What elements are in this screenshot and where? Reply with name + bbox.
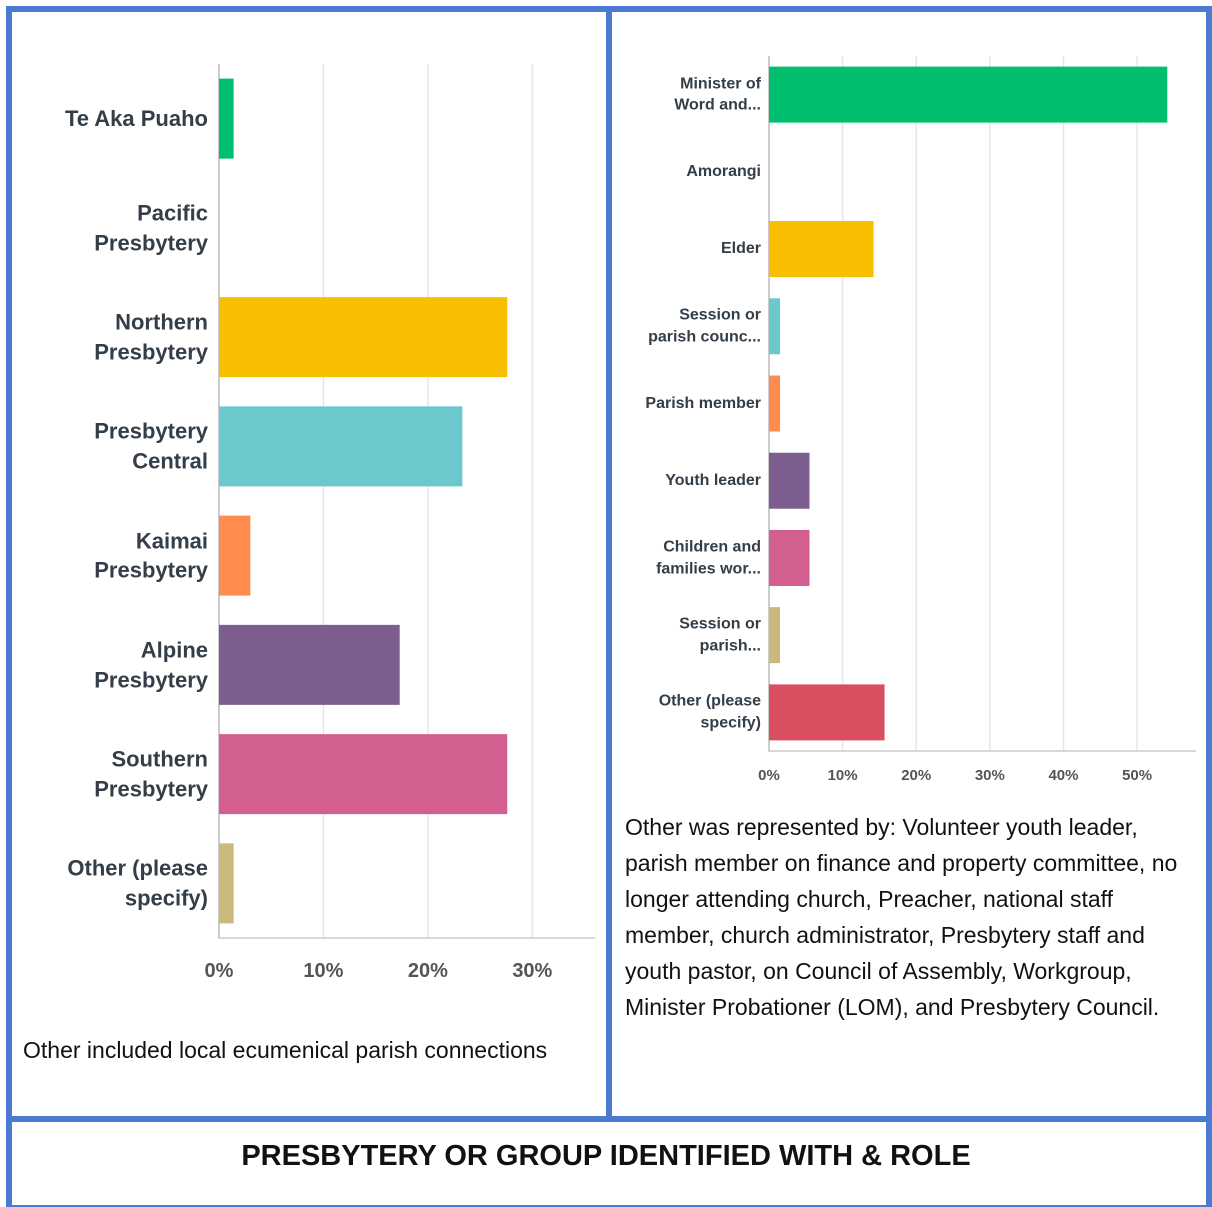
x-tick-label: 30% (974, 767, 1005, 784)
x-tick-label: 20% (901, 767, 932, 784)
y-tick-label: Parish member (645, 394, 761, 412)
caption: Other was represented by: Volunteer yout… (625, 814, 1178, 1020)
caption: Other included local ecumenical parish c… (23, 1037, 548, 1063)
x-tick-label: 10% (303, 960, 344, 982)
bar (219, 843, 234, 924)
x-tick-label: 0% (758, 767, 780, 784)
x-tick-label: 40% (1048, 767, 1079, 784)
bar (769, 684, 885, 741)
y-tick-label: Northern Presbytery (94, 309, 208, 365)
bar (769, 529, 810, 586)
x-tick-label: 30% (512, 960, 553, 982)
bar (219, 297, 508, 378)
x-tick-label: 50% (1122, 767, 1153, 784)
x-tick-label: 0% (204, 960, 234, 982)
y-tick-label: Elder (720, 240, 761, 258)
y-tick-label: Other (please specify) (658, 692, 761, 732)
y-tick-label: Youth leader (665, 471, 761, 489)
bar (219, 78, 234, 159)
y-tick-label: Other (please specify) (67, 855, 208, 911)
y-tick-label: Amorangi (686, 163, 761, 181)
page-title: PRESBYTERY OR GROUP IDENTIFIED WITH & RO… (241, 1140, 971, 1172)
bar (219, 734, 508, 815)
y-tick-label: Session or parish... (679, 615, 761, 655)
bar (219, 515, 251, 596)
y-tick-label: Southern Presbytery (94, 746, 208, 802)
y-tick-label: Children and families wor... (656, 538, 761, 577)
x-tick-label: 20% (407, 960, 448, 982)
y-tick-label: Pacific Presbytery (94, 200, 208, 255)
bar (769, 375, 781, 432)
bar (219, 406, 463, 487)
y-tick-label: Session or parish counc... (648, 306, 761, 346)
y-tick-label: Minister of Word and... (674, 75, 761, 114)
y-tick-label: Kaimai Presbytery (94, 527, 208, 583)
bar (769, 66, 1168, 123)
bar (769, 298, 781, 355)
bar (769, 221, 874, 278)
bar (769, 607, 781, 664)
y-tick-label: Alpine Presbytery (94, 637, 208, 692)
bottom-panel (6, 1116, 1212, 1207)
y-tick-label: Te Aka Puaho (64, 105, 208, 131)
x-tick-label: 10% (827, 767, 858, 784)
bar (769, 452, 810, 509)
y-tick-label: Presbytery Central (94, 418, 208, 474)
bar (219, 624, 400, 705)
